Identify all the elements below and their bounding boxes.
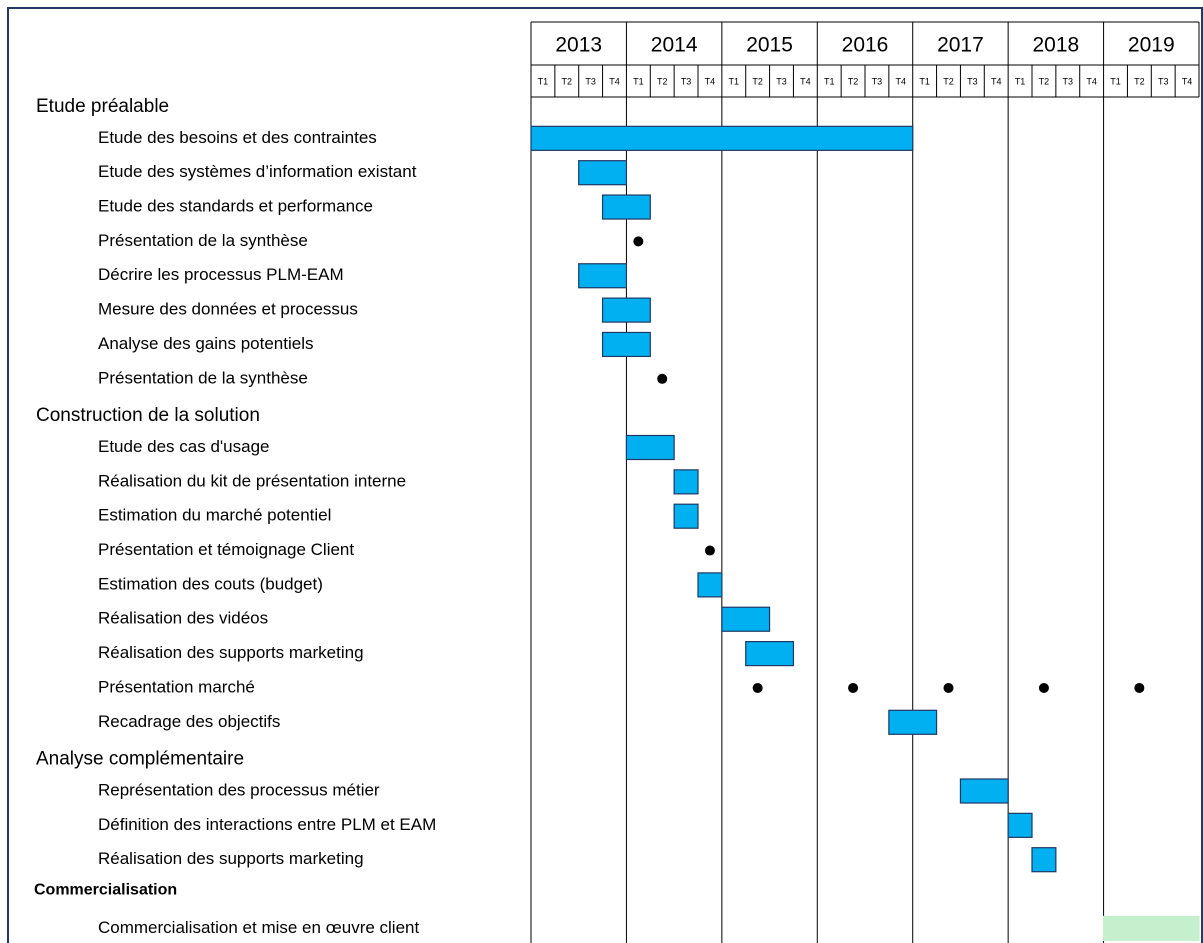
- task-bar: [745, 640, 795, 667]
- task-bar: [578, 263, 628, 289]
- quarter-label: T1: [1015, 76, 1026, 86]
- task-label: Estimation des couts (budget): [98, 574, 323, 593]
- task-label: Décrire les processus PLM-EAM: [98, 265, 344, 284]
- year-label: 2017: [937, 34, 984, 57]
- task-bar: [1031, 847, 1057, 873]
- task-label: Présentation marché: [98, 677, 255, 696]
- quarter-label: T2: [752, 76, 763, 86]
- quarter-label: T2: [848, 76, 859, 86]
- quarter-label: T1: [1110, 76, 1121, 86]
- milestone: [752, 682, 763, 693]
- task-label: Présentation et témoignage Client: [98, 540, 354, 559]
- section-label: Construction de la solution: [36, 405, 260, 426]
- frame: [7, 7, 1203, 943]
- year-label: 2013: [555, 34, 602, 57]
- task-label: Etude des cas d'usage: [98, 437, 269, 456]
- task-label: Mesure des données et processus: [98, 300, 358, 319]
- quarter-label: T2: [562, 76, 573, 86]
- quarter-label: T3: [585, 76, 596, 86]
- task-label: Etude des besoins et des contraintes: [98, 128, 377, 147]
- task-label: Etude des systèmes d’information existan…: [98, 162, 417, 181]
- quarter-label: T2: [943, 76, 954, 86]
- milestone: [657, 373, 668, 384]
- milestone: [704, 545, 715, 556]
- quarter-label: T4: [705, 76, 716, 86]
- quarter-label: T1: [538, 76, 549, 86]
- task-bar: [721, 606, 771, 632]
- task-bar: [888, 709, 938, 735]
- quarter-label: T2: [657, 76, 668, 86]
- quarter-label: T3: [1158, 76, 1169, 86]
- year-label: 2015: [746, 34, 793, 57]
- quarter-label: T4: [991, 76, 1002, 86]
- task-bar: [697, 572, 723, 598]
- task-label: Réalisation des supports marketing: [98, 643, 364, 662]
- task-label: Réalisation des vidéos: [98, 609, 268, 628]
- task-label: Réalisation des supports marketing: [98, 849, 364, 868]
- task-bar: [673, 469, 699, 495]
- year-label: 2018: [1032, 34, 1079, 57]
- milestone: [943, 682, 954, 693]
- task-label: Présentation de la synthèse: [98, 231, 308, 250]
- task-bar: [959, 778, 1009, 804]
- milestone: [1134, 682, 1145, 693]
- task-label: Réalisation du kit de présentation inter…: [98, 471, 406, 490]
- quarter-label: T4: [896, 76, 907, 86]
- quarter-label: T4: [1086, 76, 1097, 86]
- task-bar: [578, 160, 628, 186]
- task-label: Estimation du marché potentiel: [98, 506, 331, 525]
- task-label: Analyse des gains potentiels: [98, 334, 313, 353]
- task-label: Commercialisation et mise en œuvre clien…: [98, 918, 419, 937]
- task-bar: [673, 503, 699, 529]
- quarter-label: T3: [967, 76, 978, 86]
- quarter-label: T3: [1063, 76, 1074, 86]
- year-label: 2019: [1128, 34, 1175, 57]
- section-label: Commercialisation: [34, 881, 177, 898]
- task-bar: [601, 194, 651, 220]
- quarter-label: T2: [1134, 76, 1145, 86]
- milestone: [633, 236, 644, 247]
- quarter-label: T2: [1039, 76, 1050, 86]
- quarter-label: T4: [1182, 76, 1193, 86]
- milestone: [1038, 682, 1049, 693]
- milestone: [848, 682, 859, 693]
- task-bar: [1102, 915, 1200, 942]
- task-bar: [625, 434, 675, 461]
- year-label: 2016: [842, 34, 889, 57]
- task-bar: [601, 297, 651, 323]
- year-label: 2014: [651, 34, 698, 57]
- task-bar: [1007, 812, 1033, 838]
- quarter-label: T1: [633, 76, 644, 86]
- quarter-label: T4: [800, 76, 811, 86]
- quarter-label: T3: [681, 76, 692, 86]
- quarter-label: T1: [919, 76, 930, 86]
- task-label: Présentation de la synthèse: [98, 368, 308, 387]
- quarter-label: T3: [776, 76, 787, 86]
- section-label: Etude préalable: [36, 96, 169, 117]
- task-bar: [601, 331, 651, 358]
- quarter-label: T1: [824, 76, 835, 86]
- task-label: Définition des interactions entre PLM et…: [98, 815, 436, 834]
- task-label: Etude des standards et performance: [98, 197, 373, 216]
- task-label: Recadrage des objectifs: [98, 712, 280, 731]
- task-label: Représentation des processus métier: [98, 780, 380, 799]
- quarter-label: T4: [609, 76, 620, 86]
- task-bar: [530, 125, 914, 151]
- section-label: Analyse complémentaire: [36, 749, 244, 770]
- quarter-label: T1: [729, 76, 740, 86]
- quarter-label: T3: [872, 76, 883, 86]
